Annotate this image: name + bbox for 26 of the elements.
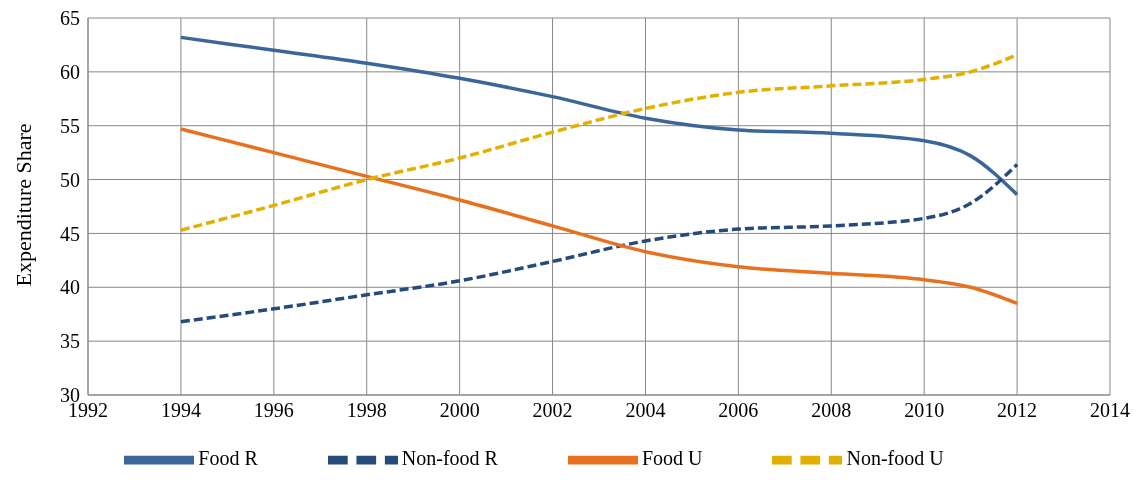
legend-label: Non-food R — [401, 446, 498, 469]
x-tick-label: 2014 — [1090, 399, 1130, 422]
line-series — [179, 127, 1019, 306]
x-tick-label: 2004 — [625, 399, 666, 422]
y-tick-label: 40 — [60, 276, 80, 299]
y-tick-label: 45 — [60, 222, 80, 245]
x-tick-label: 2012 — [997, 399, 1038, 422]
line-series — [179, 35, 1019, 197]
x-tick-label: 2008 — [811, 399, 852, 422]
x-tick-label: 1994 — [160, 399, 201, 422]
x-tick-label: 2002 — [532, 399, 573, 422]
x-tick-label: 1996 — [253, 399, 294, 422]
line-series — [179, 162, 1019, 324]
y-tick-label: 55 — [60, 114, 80, 137]
legend-label: Food R — [198, 446, 258, 469]
x-tick-label: 1998 — [346, 399, 387, 422]
x-tick-label: 2000 — [439, 399, 480, 422]
y-tick-label: 60 — [60, 60, 80, 83]
y-tick-label: 50 — [60, 168, 80, 191]
x-tick-label: 2006 — [718, 399, 759, 422]
y-axis-title: Expenditure Share — [10, 123, 36, 287]
x-tick-label: 2010 — [904, 399, 945, 422]
legend-label: Non-food U — [846, 446, 944, 469]
y-tick-label: 65 — [60, 7, 80, 30]
legend-label: Food U — [641, 446, 703, 469]
y-tick-label: 35 — [60, 330, 80, 353]
